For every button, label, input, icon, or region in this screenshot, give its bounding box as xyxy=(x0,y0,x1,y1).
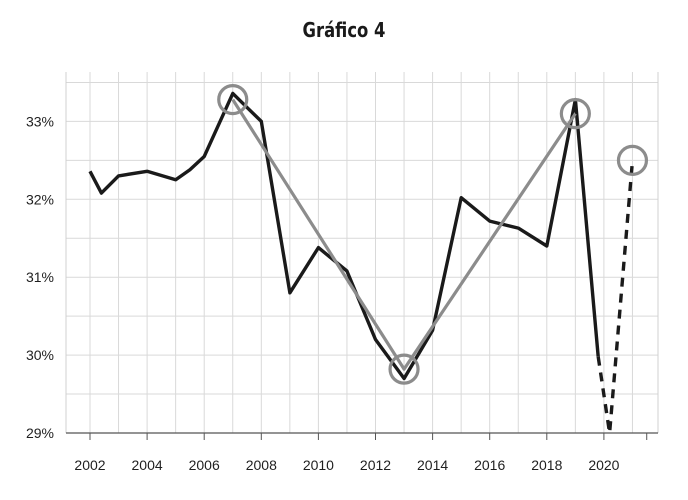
x-tick-label: 2012 xyxy=(360,457,391,473)
x-tick-label: 2018 xyxy=(531,457,562,473)
chart-title: Gráfico 4 xyxy=(302,18,386,42)
x-tick-label: 2004 xyxy=(132,457,163,473)
x-tick-label: 2002 xyxy=(74,457,105,473)
series-line-trend xyxy=(231,98,577,371)
x-tick-label: 2020 xyxy=(588,457,619,473)
y-tick-label: 32% xyxy=(26,191,54,207)
circle-marker xyxy=(217,83,249,116)
y-tick-label: 31% xyxy=(26,269,54,285)
x-tick-label: 2016 xyxy=(474,457,505,473)
y-tick-label: 30% xyxy=(26,347,54,363)
series-line-dashed xyxy=(596,160,635,435)
y-tick-label: 29% xyxy=(26,425,54,441)
x-tick-label: 2008 xyxy=(246,457,277,473)
x-tick-label: 2014 xyxy=(417,457,448,473)
x-tick-label: 2010 xyxy=(303,457,334,473)
circle-marker xyxy=(559,98,591,130)
circle-marker xyxy=(388,353,420,385)
series-line-solid xyxy=(88,91,600,381)
y-tick-label: 33% xyxy=(26,113,54,129)
circle-marker xyxy=(616,144,649,176)
x-tick-label: 2006 xyxy=(189,457,220,473)
